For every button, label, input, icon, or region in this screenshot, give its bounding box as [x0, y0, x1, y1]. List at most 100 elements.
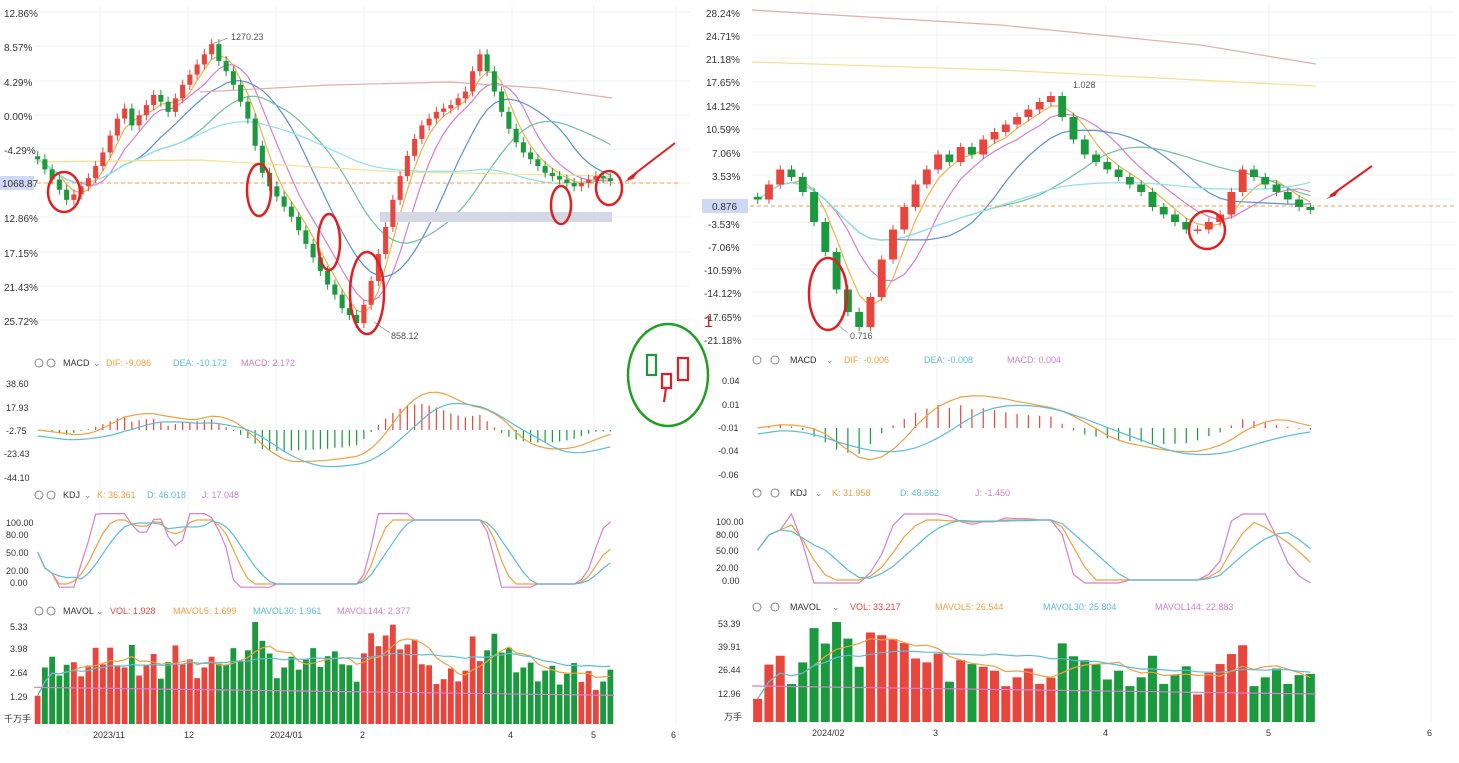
candle-body	[593, 176, 599, 180]
left-axis-label: 12.86%	[4, 214, 38, 225]
candle-body	[325, 270, 331, 285]
x-axis-label: 6	[1427, 728, 1432, 738]
right-kdj-name: KDJ	[790, 488, 807, 498]
left-support-band	[380, 212, 612, 222]
macd-axis-label: -44.10	[4, 473, 30, 483]
volume-bar	[353, 681, 360, 724]
right-mavol5: MAVOL5: 26.544	[935, 602, 1003, 612]
x-axis-label: 2	[360, 730, 365, 740]
volume-bar	[578, 681, 585, 724]
eye-icon[interactable]	[46, 606, 56, 616]
volume-bar	[990, 670, 1000, 722]
settings-icon[interactable]	[34, 606, 44, 616]
right-current-price-label: 0.876	[712, 202, 737, 213]
macd-axis-label: 0.01	[722, 400, 740, 410]
settings-icon[interactable]	[34, 490, 44, 500]
settings-icon[interactable]	[752, 602, 762, 612]
volume-bar	[128, 644, 135, 724]
chevron-down-icon[interactable]: ⌄	[93, 358, 101, 368]
candle-body	[390, 199, 396, 227]
eye-icon[interactable]	[770, 488, 780, 498]
vol-axis-unit: 万手	[724, 711, 742, 722]
right-arrow-icon	[1326, 165, 1373, 199]
right-macd-dif: DIF: -0.006	[844, 355, 889, 365]
candle-body	[56, 179, 62, 190]
left-kdj-j: J: 17.048	[202, 490, 239, 500]
volume-bar	[1046, 677, 1056, 722]
kdj-axis-label: 80.00	[6, 530, 29, 540]
candle-body	[42, 159, 48, 170]
right-macd-panel	[757, 395, 1311, 461]
right-low-label: 0.716	[850, 331, 873, 341]
left-chart-panel: 12.86% 8.57% 4.29% 0.00% -4.29% 1068.87 …	[0, 5, 690, 740]
candle-body	[900, 207, 909, 230]
candle-body	[564, 179, 570, 183]
chevron-down-icon[interactable]: ⌄	[826, 355, 834, 365]
left-macd-value: MACD: 2.172	[241, 358, 295, 368]
volume-bar	[527, 662, 534, 724]
right-highlight-circles	[807, 209, 1227, 332]
kdj-axis-label: 100.00	[6, 518, 34, 528]
volume-bar	[786, 683, 796, 722]
volume-bar	[542, 670, 549, 724]
candle-body	[1283, 192, 1292, 200]
settings-icon[interactable]	[752, 488, 762, 498]
highlight-circle	[245, 162, 273, 218]
right-mavol144: MAVOL144: 22.883	[1155, 602, 1233, 612]
macd-axis-label: -2.75	[6, 426, 27, 436]
candle-body	[1080, 139, 1089, 155]
candle-body	[979, 139, 988, 155]
eye-icon[interactable]	[46, 358, 56, 368]
candle-body	[798, 177, 807, 192]
left-x-axis: 2023/11 12 2024/01 2 4 5 6	[93, 730, 676, 740]
volume-bar	[775, 655, 785, 722]
chevron-down-icon[interactable]: ⌄	[815, 488, 823, 498]
candle-body	[934, 154, 943, 170]
dea-line	[37, 402, 611, 468]
chevron-down-icon[interactable]: ⌄	[84, 490, 92, 500]
volume-bar	[1102, 679, 1112, 722]
volume-bar	[592, 689, 599, 724]
candle-body	[586, 179, 592, 183]
left-mavol144: MAVOL144: 2.377	[337, 606, 410, 616]
candle-body	[238, 84, 244, 102]
right-axis-label: 14.12%	[706, 102, 740, 113]
candle-body	[35, 156, 41, 160]
left-macd-name: MACD	[63, 358, 90, 368]
candle-body	[1013, 117, 1022, 125]
candle-body	[107, 135, 113, 153]
candle-body	[136, 115, 142, 126]
candle-body	[404, 155, 410, 177]
right-axis-label: 17.65%	[706, 78, 740, 89]
candle-body	[1092, 154, 1100, 162]
volume-bar	[375, 646, 382, 724]
kdj-axis-label: 50.00	[6, 548, 29, 558]
right-mavol-name: MAVOL	[790, 602, 821, 612]
candle-body	[1250, 169, 1258, 177]
vol-axis-label: 12.96	[718, 689, 741, 699]
settings-icon[interactable]	[752, 355, 762, 365]
eye-icon[interactable]	[46, 490, 56, 500]
candle-body	[1001, 124, 1010, 132]
volume-bar	[956, 660, 966, 722]
volume-bar	[107, 647, 114, 724]
left-arrow-icon	[624, 142, 676, 182]
eye-icon[interactable]	[770, 355, 780, 365]
volume-bar	[1001, 686, 1011, 722]
candle-body	[990, 132, 999, 140]
volume-bar	[585, 671, 592, 724]
x-axis-label: 4	[1103, 728, 1108, 738]
dif-line	[37, 391, 611, 463]
volume-bar	[1068, 656, 1078, 722]
candle-body	[397, 176, 403, 200]
chevron-down-icon[interactable]: ⌄	[96, 606, 104, 616]
volume-bar	[99, 664, 106, 724]
volume-bar	[49, 656, 56, 724]
volume-bar	[571, 663, 578, 724]
right-mavol30: MAVOL30: 25.804	[1043, 602, 1116, 612]
volume-bar	[201, 667, 208, 724]
eye-icon[interactable]	[770, 602, 780, 612]
volume-bar	[1035, 683, 1045, 722]
settings-icon[interactable]	[34, 358, 44, 368]
chevron-down-icon[interactable]: ⌄	[832, 602, 840, 612]
